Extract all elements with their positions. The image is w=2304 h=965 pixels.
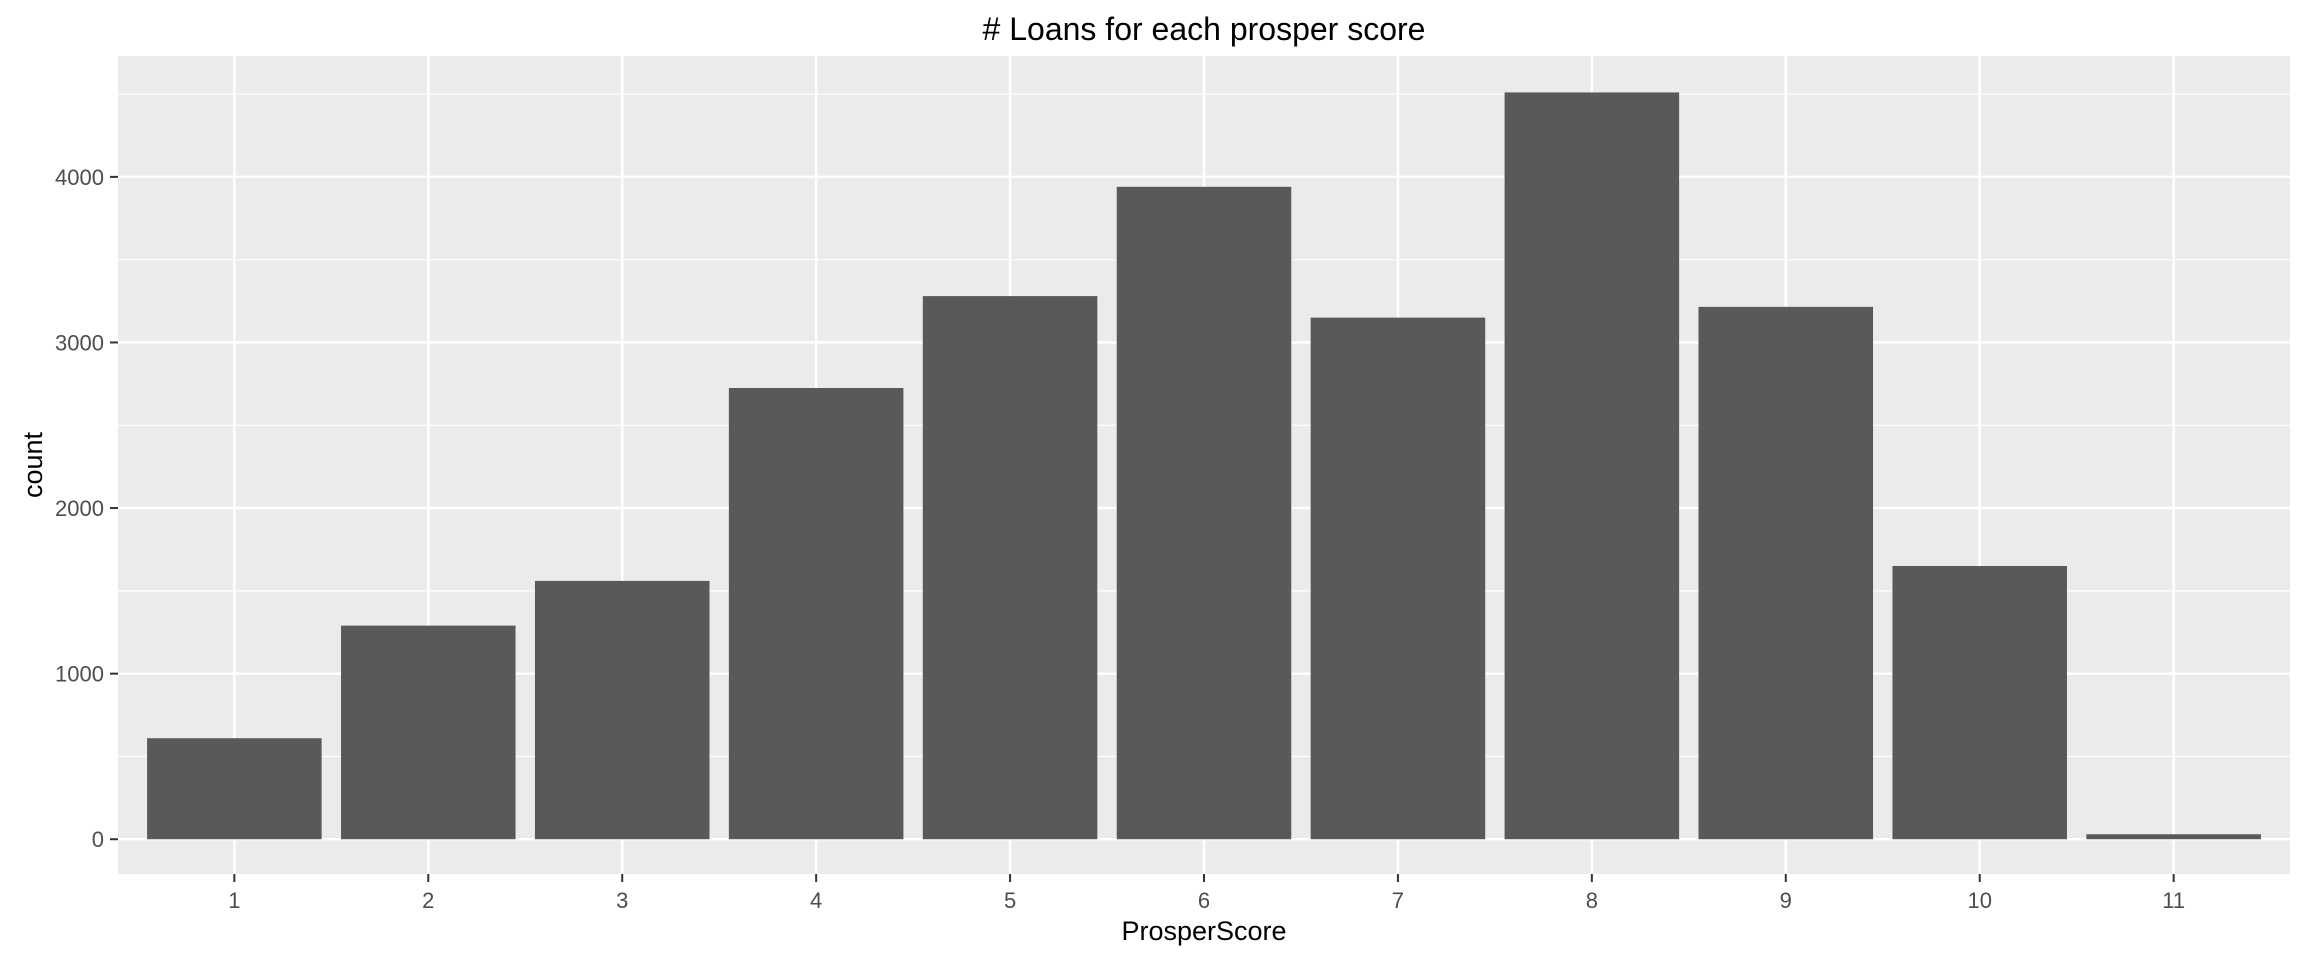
bar-1 <box>147 738 322 840</box>
y-axis-title: count <box>18 431 48 498</box>
y-tick-label: 4000 <box>55 165 104 190</box>
x-axis-title: ProsperScore <box>1121 916 1286 946</box>
x-tick-label: 4 <box>810 888 822 913</box>
bar-7 <box>1310 317 1486 840</box>
x-tick-label: 10 <box>1967 888 1991 913</box>
x-tick-label: 3 <box>616 888 628 913</box>
x-tick-label: 7 <box>1392 888 1404 913</box>
y-tick-label: 3000 <box>55 330 104 355</box>
y-tick-label: 0 <box>92 827 104 852</box>
chart-title: # Loans for each prosper score <box>983 11 1426 47</box>
bar-8 <box>1504 92 1680 840</box>
bar-3 <box>534 580 710 840</box>
x-tick-label: 8 <box>1586 888 1598 913</box>
bar-2 <box>341 625 516 840</box>
bar-10 <box>1892 566 2067 840</box>
y-tick-label: 2000 <box>55 496 104 521</box>
bar-5 <box>922 296 1098 840</box>
x-tick-label: 2 <box>422 888 434 913</box>
y-axis: 0 1000 2000 3000 4000 <box>55 165 118 852</box>
bars-group <box>147 92 2261 840</box>
x-tick-label: 1 <box>228 888 240 913</box>
bar-11 <box>2086 834 2261 840</box>
x-tick-label: 6 <box>1198 888 1210 913</box>
bar-4 <box>728 388 904 840</box>
y-tick-label: 1000 <box>55 662 104 687</box>
bar-6 <box>1116 186 1292 840</box>
x-axis: 1 2 3 4 5 6 7 8 9 10 11 <box>228 874 2185 913</box>
x-tick-label: 11 <box>2162 888 2185 913</box>
x-tick-label: 9 <box>1780 888 1792 913</box>
bar-9 <box>1698 306 1874 840</box>
x-tick-label: 5 <box>1004 888 1016 913</box>
